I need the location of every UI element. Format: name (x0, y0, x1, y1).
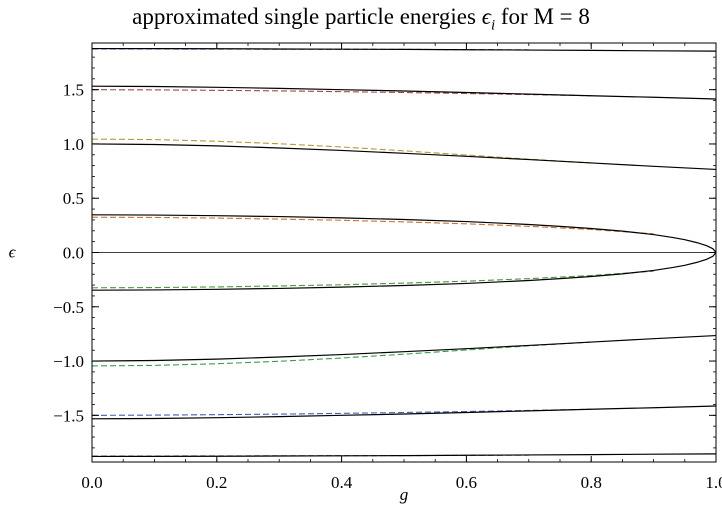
solid-series-line-5 (91, 252, 717, 291)
y-tick-label: 1.0 (63, 135, 84, 154)
solid-series-line-6 (91, 334, 717, 362)
chart-title-prefix: approximated single particle energies (132, 4, 482, 29)
y-tick-label: 0.0 (63, 244, 84, 263)
chart-title-suffix: for M = 8 (495, 4, 590, 29)
dashed-series-line-4 (91, 216, 654, 235)
y-tick-label: −1.0 (53, 352, 84, 371)
y-tick-label: 1.5 (63, 81, 84, 100)
solid-series-line-4 (91, 214, 717, 253)
dashed-series-line-2 (91, 89, 592, 97)
y-tick-label: −0.5 (53, 298, 84, 317)
dashed-series-line-6 (91, 341, 592, 367)
solid-series-line-8 (91, 453, 717, 458)
y-tick-label: 0.5 (63, 189, 84, 208)
x-axis-label: g (400, 485, 409, 504)
solid-series-line-7 (91, 405, 717, 420)
chart-title-subscript: i (490, 17, 496, 34)
chart-title-symbol: ϵ (481, 4, 491, 29)
solid-series-line-3 (91, 143, 717, 171)
x-tick-label: 0.8 (581, 473, 602, 492)
chart-title: approximated single particle energies ϵi… (0, 4, 722, 35)
x-tick-label: 0.0 (81, 473, 102, 492)
y-tick-label: −1.5 (53, 406, 84, 425)
solid-series-line-1 (91, 47, 717, 52)
x-tick-label: 1.0 (705, 473, 722, 492)
dashed-series-line-3 (91, 138, 592, 164)
dashed-series-line-5 (91, 270, 654, 289)
y-axis-label: ϵ (9, 243, 17, 262)
solid-series-line-2 (91, 85, 717, 100)
x-tick-label: 0.6 (456, 473, 477, 492)
dashed-series-line-7 (91, 408, 592, 416)
x-tick-label: 0.2 (206, 473, 227, 492)
x-tick-label: 0.4 (331, 473, 353, 492)
